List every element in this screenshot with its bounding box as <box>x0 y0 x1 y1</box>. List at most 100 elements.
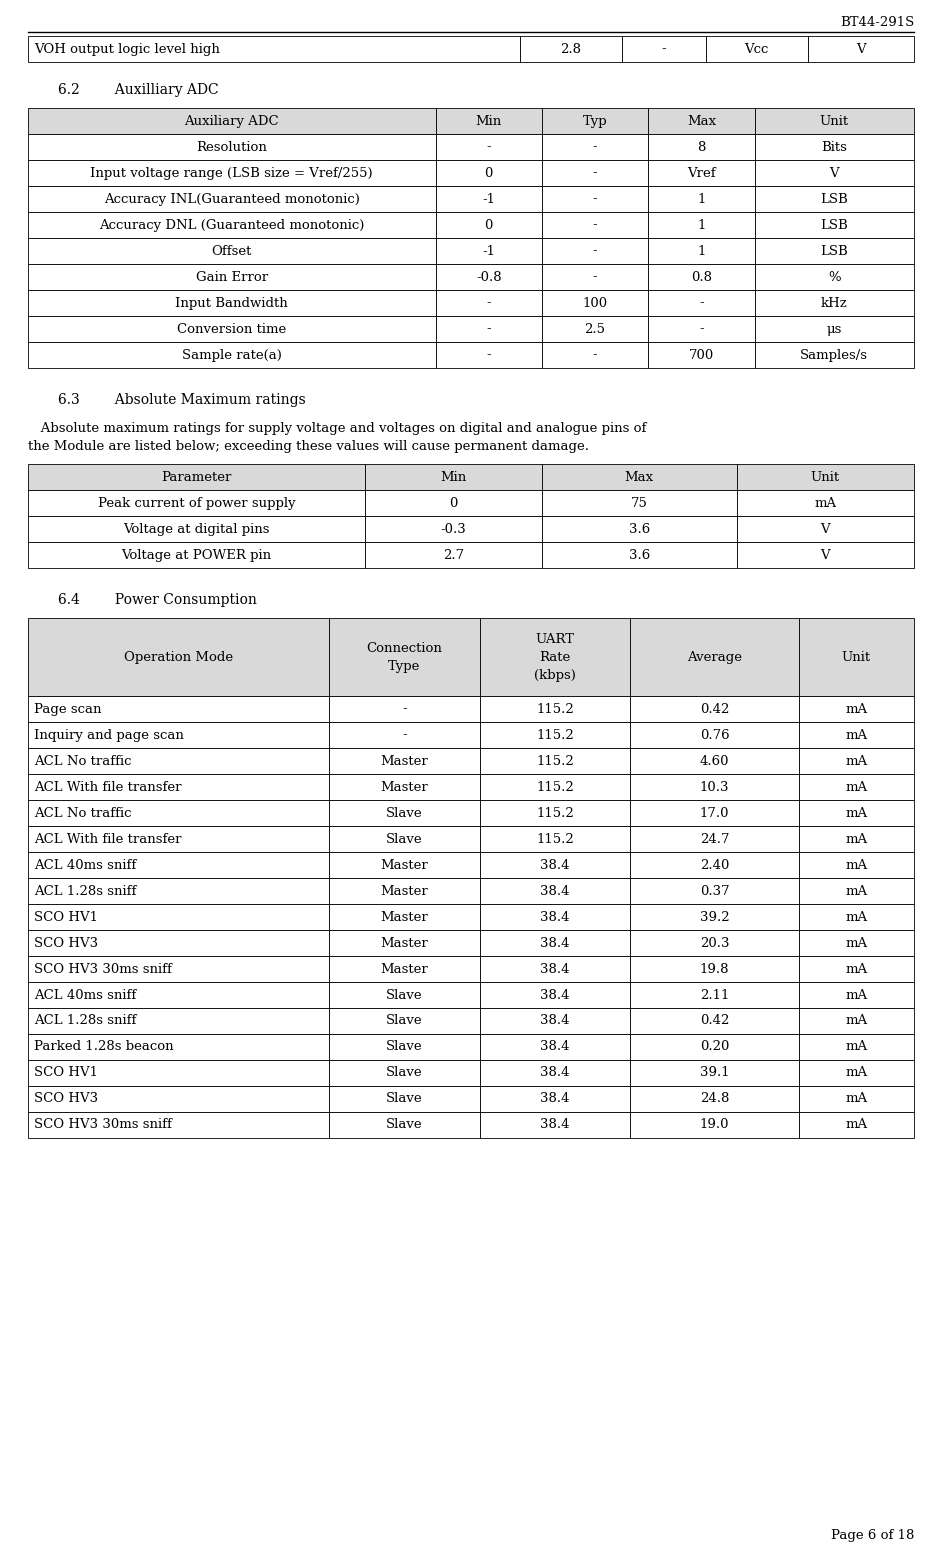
Bar <box>435 212 542 238</box>
Bar <box>330 1008 479 1035</box>
Text: Accuracy DNL (Guaranteed monotonic): Accuracy DNL (Guaranteed monotonic) <box>99 218 365 232</box>
Bar <box>330 748 479 774</box>
Bar <box>755 108 914 134</box>
Text: 0.76: 0.76 <box>700 729 729 742</box>
Text: 0.37: 0.37 <box>700 885 729 897</box>
Bar <box>755 134 914 160</box>
Text: 115.2: 115.2 <box>536 754 574 768</box>
Bar <box>365 491 542 516</box>
Text: Master: Master <box>381 936 429 949</box>
Bar <box>28 516 365 542</box>
Bar <box>435 343 542 368</box>
Bar <box>330 721 479 748</box>
Text: Slave: Slave <box>386 1119 423 1131</box>
Bar <box>648 134 755 160</box>
Bar <box>630 619 799 696</box>
Text: -: - <box>486 349 491 361</box>
Text: Accuracy INL(Guaranteed monotonic): Accuracy INL(Guaranteed monotonic) <box>104 193 360 206</box>
Text: 6.2        Auxilliary ADC: 6.2 Auxilliary ADC <box>58 83 219 97</box>
Bar <box>648 185 755 212</box>
Text: 38.4: 38.4 <box>541 963 570 975</box>
Bar <box>630 799 799 826</box>
Bar <box>630 721 799 748</box>
Text: 2.40: 2.40 <box>700 858 729 871</box>
Bar <box>542 542 737 569</box>
Text: Slave: Slave <box>386 988 423 1002</box>
Text: 1: 1 <box>697 245 706 257</box>
Bar <box>28 904 330 930</box>
Bar <box>799 1086 914 1112</box>
Bar <box>799 982 914 1008</box>
Bar <box>755 212 914 238</box>
Bar <box>330 1035 479 1059</box>
Bar <box>28 748 330 774</box>
Bar <box>28 774 330 799</box>
Bar <box>799 1008 914 1035</box>
Bar <box>542 185 648 212</box>
Text: Operation Mode: Operation Mode <box>124 651 234 664</box>
Bar <box>28 1086 330 1112</box>
Text: Page scan: Page scan <box>34 703 102 715</box>
Bar <box>479 619 630 696</box>
Text: mA: mA <box>845 1014 868 1027</box>
Text: 75: 75 <box>631 497 648 509</box>
Text: Average: Average <box>687 651 742 664</box>
Bar <box>365 464 542 491</box>
Bar <box>479 982 630 1008</box>
Text: -: - <box>402 729 407 742</box>
Bar <box>330 1112 479 1137</box>
Bar <box>799 957 914 982</box>
Text: Parameter: Parameter <box>161 471 232 483</box>
Text: -: - <box>593 140 597 154</box>
Text: 2.5: 2.5 <box>585 323 606 335</box>
Bar <box>542 160 648 185</box>
Text: ACL No traffic: ACL No traffic <box>34 807 132 820</box>
Bar <box>28 36 520 62</box>
Text: 8: 8 <box>697 140 706 154</box>
Text: -: - <box>699 296 704 310</box>
Text: SCO HV1: SCO HV1 <box>34 910 98 924</box>
Bar <box>330 852 479 879</box>
Bar <box>542 343 648 368</box>
Text: 38.4: 38.4 <box>541 1119 570 1131</box>
Bar <box>706 36 807 62</box>
Text: Slave: Slave <box>386 1067 423 1080</box>
Bar <box>28 852 330 879</box>
Bar <box>542 464 737 491</box>
Text: kHz: kHz <box>820 296 848 310</box>
Bar <box>542 491 737 516</box>
Text: 2.7: 2.7 <box>443 548 463 561</box>
Bar <box>542 134 648 160</box>
Bar <box>28 799 330 826</box>
Text: 3.6: 3.6 <box>628 548 650 561</box>
Bar <box>28 930 330 957</box>
Bar <box>28 826 330 852</box>
Bar <box>799 748 914 774</box>
Text: Unit: Unit <box>820 114 849 128</box>
Text: 115.2: 115.2 <box>536 781 574 793</box>
Text: Min: Min <box>476 114 502 128</box>
Bar <box>648 263 755 290</box>
Bar <box>28 957 330 982</box>
Text: 38.4: 38.4 <box>541 988 570 1002</box>
Text: SCO HV1: SCO HV1 <box>34 1067 98 1080</box>
Bar <box>330 904 479 930</box>
Bar <box>330 619 479 696</box>
Bar <box>630 696 799 721</box>
Bar <box>737 516 914 542</box>
Text: -: - <box>699 323 704 335</box>
Bar <box>799 904 914 930</box>
Bar <box>630 1086 799 1112</box>
Bar <box>479 957 630 982</box>
Text: mA: mA <box>845 885 868 897</box>
Bar <box>330 696 479 721</box>
Text: %: % <box>828 271 840 284</box>
Text: -: - <box>486 296 491 310</box>
Bar <box>542 290 648 316</box>
Text: ACL With file transfer: ACL With file transfer <box>34 832 182 846</box>
Bar <box>630 1059 799 1086</box>
Text: Gain Error: Gain Error <box>196 271 268 284</box>
Text: Voltage at digital pins: Voltage at digital pins <box>123 522 269 536</box>
Text: 38.4: 38.4 <box>541 1067 570 1080</box>
Bar <box>479 774 630 799</box>
